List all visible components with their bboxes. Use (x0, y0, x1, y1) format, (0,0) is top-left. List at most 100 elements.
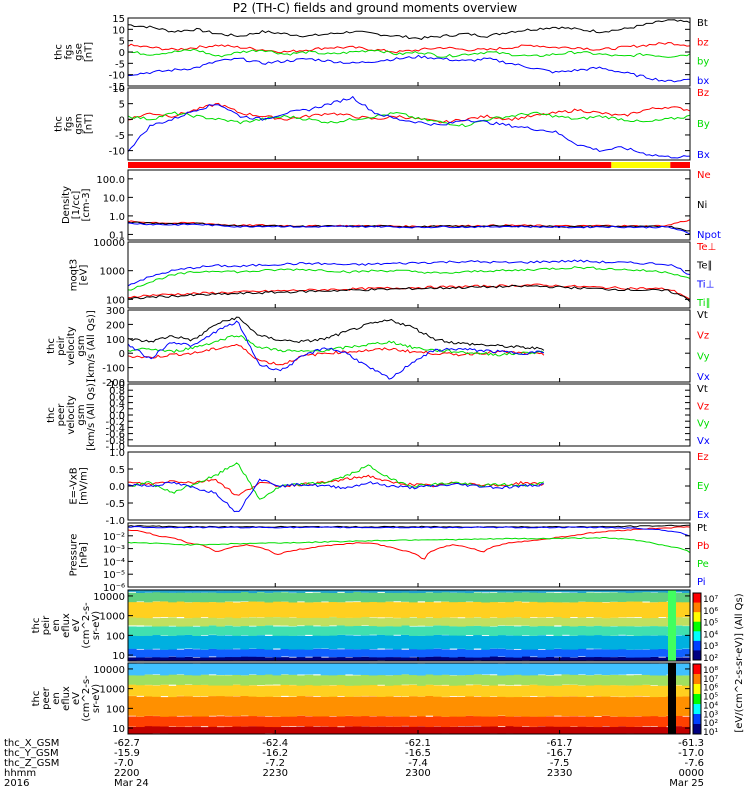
colorbar-tick-label: 10³ (703, 642, 718, 652)
spectrogram-cell (673, 657, 683, 661)
spectrogram-cell (264, 616, 274, 626)
spectrogram-cell (545, 716, 555, 727)
spectrogram-cell (392, 590, 402, 593)
legend-Bz: Bz (697, 88, 709, 99)
spectrogram-cell (457, 656, 466, 661)
spectrogram-cell (497, 727, 506, 734)
spectrogram-cell (216, 716, 225, 727)
spectrogram-cell (336, 727, 346, 734)
spectrogram-cell (561, 716, 571, 727)
spectrogram-cell (240, 675, 250, 686)
spectrogram-cell (384, 626, 394, 636)
spectrogram-cell (320, 592, 330, 602)
spectrogram-cell (553, 726, 563, 734)
colorbar-cell (693, 621, 701, 632)
spectrogram-cell (457, 675, 466, 686)
colorbar-frame (692, 592, 702, 661)
chart-title: P2 (TH-C) fields and ground moments over… (232, 1, 518, 15)
spectrogram-cell (144, 649, 153, 658)
spectrogram-cell (304, 625, 314, 635)
spectrogram-cell (569, 657, 579, 661)
spectrogram-cell (320, 696, 330, 717)
spectrogram-cell (328, 590, 338, 594)
spectrogram-cell (641, 626, 651, 636)
spectrogram-cell (216, 592, 225, 603)
spectrogram-cell (144, 602, 153, 619)
spectrogram-cell (465, 715, 474, 727)
y-tick-label: 1.0 (109, 380, 125, 391)
spectrogram-cell (521, 590, 531, 593)
spectrogram-cell (441, 656, 450, 661)
spectrogram-cell (537, 617, 547, 627)
spectrogram-cell (344, 685, 354, 697)
y-axis-label-line: gsm (74, 113, 85, 134)
y-tick-label: 5 (119, 37, 125, 48)
spectrogram-cell (617, 656, 627, 661)
spectrogram-cell (208, 616, 217, 626)
spectrogram-cell (657, 601, 667, 618)
y-tick-label: 0.5 (109, 465, 125, 476)
spectrogram-cell (328, 726, 338, 734)
spectrogram-cell (441, 685, 450, 697)
y-axis-label-line: en (51, 692, 62, 705)
y-tick-label: 1000 (100, 612, 125, 623)
spectrogram-cell (320, 626, 330, 636)
spectrogram-cell (513, 657, 522, 661)
spectrogram-cell (360, 663, 370, 676)
y-tick-label: 0 (119, 349, 125, 360)
spectrogram-cell (457, 592, 466, 603)
spectrogram-cell (192, 592, 201, 603)
spectrogram-cell (208, 663, 217, 675)
spectrogram-cell (176, 618, 185, 627)
spectrogram-cell (521, 592, 531, 602)
spectrogram-cell (368, 674, 378, 686)
spectrogram-cell (545, 696, 555, 717)
spectrogram-cell (657, 675, 667, 686)
spectrogram-cell (344, 675, 354, 686)
spectrogram-cell (384, 656, 394, 661)
x-tick-label: 2230 (263, 768, 288, 779)
spectrogram-cell (280, 592, 290, 602)
spectrogram-cell (128, 635, 137, 649)
spectrogram-cell (304, 635, 314, 650)
panel-3: 100.0 10.0 1.0 0.1 Density [1/cc] [cm-3] Ne Ni Np… (61, 169, 721, 241)
spectrogram-cell (497, 634, 506, 649)
spectrogram-cell (481, 618, 490, 627)
spectrogram-cell (224, 590, 233, 594)
series-line-Ti∥ (127, 266, 691, 291)
spectrogram-cell (489, 685, 498, 697)
spectrogram-cell (256, 590, 266, 593)
spectrogram-cell (433, 591, 442, 602)
colorbar-cell (693, 640, 701, 651)
spectrogram-cell (336, 696, 346, 717)
spectrogram-cell (144, 657, 153, 661)
spectrogram-cell (400, 649, 410, 658)
spectrogram-cell (545, 726, 555, 734)
spectrogram-cell (465, 663, 474, 675)
spectrogram-cell (328, 674, 338, 686)
spectrogram-cell (529, 684, 539, 696)
spectrogram-cell (625, 617, 635, 627)
spectrogram-cell (136, 635, 145, 649)
spectrogram-cell (521, 663, 531, 676)
spectrogram-cell (641, 617, 651, 627)
spectrogram-cell (144, 626, 153, 636)
spectrogram-cell (681, 649, 691, 657)
spectrogram-cell (641, 684, 651, 697)
spectrogram-cell (633, 601, 643, 618)
spectrogram-cell (441, 674, 450, 685)
panel-7: 1.0 0.5 0.0 -0.5 -1.0 E=-VxB [mV/m] Ez Ey Ex (69, 448, 710, 527)
spectrogram-cell (481, 726, 490, 734)
spectrogram-cell (152, 716, 161, 727)
spectrogram-cell (625, 649, 635, 658)
y-axis-label-line: peer (56, 403, 67, 427)
legend-Te∥: Te∥ (696, 261, 713, 272)
spectrogram-cell (128, 601, 137, 618)
spectrogram-cell (160, 617, 169, 627)
spectrogram-cell (457, 590, 466, 593)
spectrogram-cell (160, 697, 169, 717)
spectrogram-cell (264, 625, 274, 635)
spectrogram-cell (585, 649, 595, 658)
spectrogram-cell (449, 684, 458, 697)
